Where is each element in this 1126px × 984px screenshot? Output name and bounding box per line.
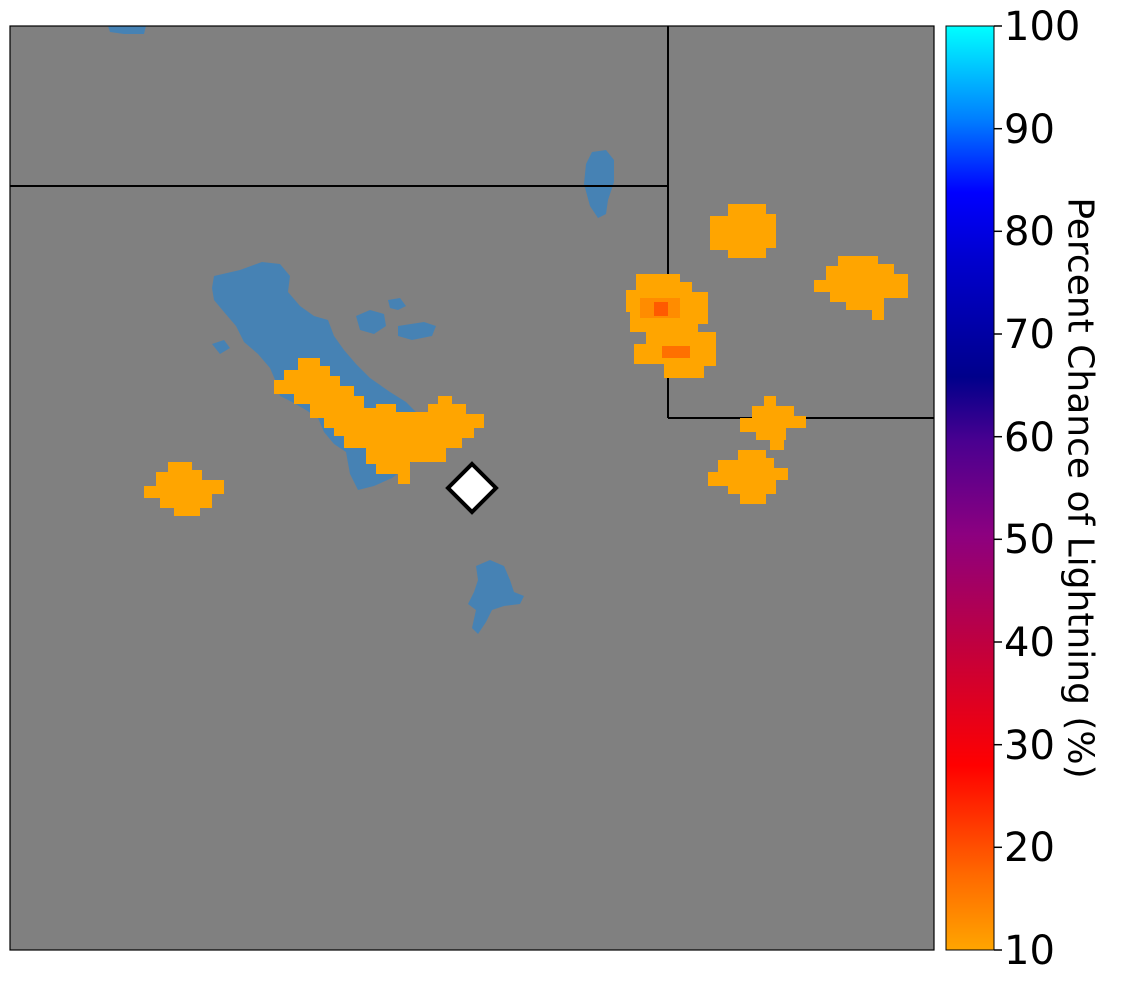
tick-label-20: 20: [1004, 825, 1055, 871]
lightning-cell-15pct-b: [662, 346, 690, 358]
tick-label-90: 90: [1004, 107, 1055, 153]
lake-upper-right: [584, 150, 614, 218]
lightning-cell-20pct-a: [654, 302, 668, 316]
lightning-region-7: [708, 450, 788, 504]
lightning-region-6: [740, 396, 806, 450]
lake-small-3: [398, 322, 436, 340]
lake-small-4: [212, 340, 230, 354]
tick-label-50: 50: [1004, 517, 1055, 563]
tick-label-40: 40: [1004, 620, 1055, 666]
lightning-region-2: [144, 462, 224, 516]
lightning-region-1: [274, 358, 484, 484]
tick-label-30: 30: [1004, 723, 1055, 769]
tick-label-80: 80: [1004, 209, 1055, 255]
colorbar-tick-labels: 100 90 80 70 60 50 40 30 20 10: [1004, 4, 1080, 974]
tick-label-10: 10: [1004, 928, 1055, 974]
tick-label-100: 100: [1004, 4, 1080, 50]
tick-label-60: 60: [1004, 415, 1055, 461]
map-frame: [9, 25, 935, 951]
lightning-region-3: [710, 204, 776, 258]
lake-top-left: [108, 26, 146, 34]
colorbar-label: Percent Chance of Lightning (%): [1059, 197, 1101, 779]
tick-label-70: 70: [1004, 312, 1055, 358]
lake-small-1: [356, 310, 386, 334]
colorbar: [945, 25, 995, 951]
colorbar-ticks: [994, 25, 1002, 951]
diamond-icon: [445, 461, 499, 515]
utah-lake: [468, 560, 524, 634]
lightning-regions-higher: [640, 298, 690, 358]
lake-small-2: [388, 298, 406, 310]
lightning-region-4: [814, 256, 908, 320]
